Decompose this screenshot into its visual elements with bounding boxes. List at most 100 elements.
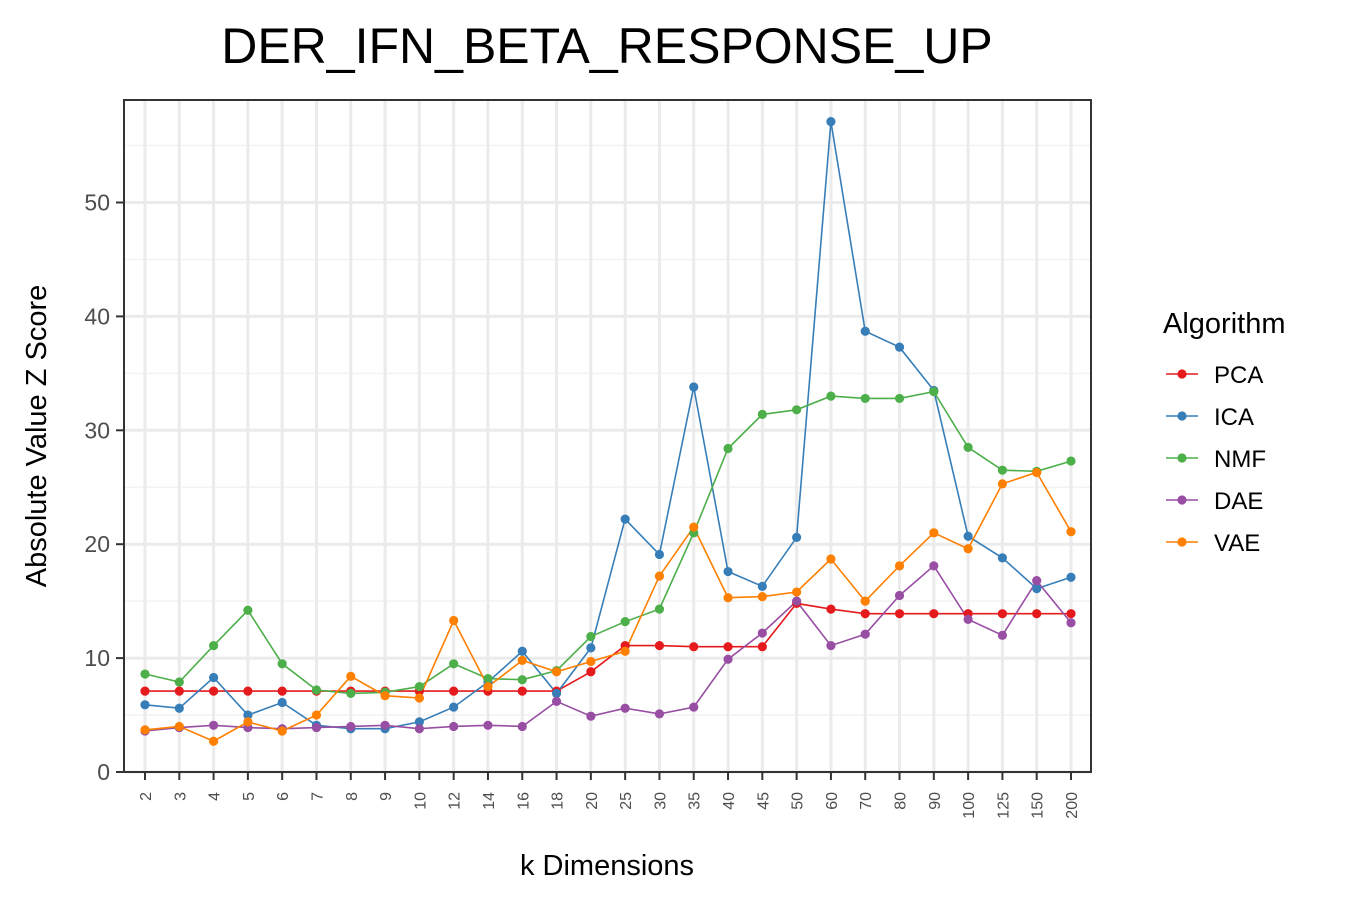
data-point-dae <box>723 654 733 664</box>
x-tick-label: 50 <box>790 792 807 810</box>
data-point-pca <box>208 686 219 696</box>
data-point-dae <box>517 721 527 732</box>
data-point-nmf <box>140 669 150 679</box>
x-tick-label: 8 <box>344 792 361 801</box>
data-point-dae <box>483 720 493 730</box>
grid <box>124 100 1091 774</box>
x-tick-label: 40 <box>721 792 738 810</box>
legend-key-point <box>1177 495 1187 505</box>
data-point-nmf <box>826 391 836 401</box>
data-point-dae <box>551 696 562 706</box>
data-point-pca <box>757 642 767 652</box>
data-point-dae <box>620 703 630 713</box>
x-tick-label: 100 <box>961 792 978 819</box>
data-point-dae <box>346 721 356 732</box>
data-point-vae <box>929 528 939 538</box>
data-point-ica <box>1066 572 1076 582</box>
data-point-nmf <box>654 604 665 614</box>
data-point-ica <box>689 382 699 392</box>
data-point-dae <box>894 590 905 601</box>
x-tick-label: 3 <box>172 792 189 801</box>
data-point-ica <box>174 703 184 713</box>
data-point-pca <box>1066 609 1076 619</box>
data-point-vae <box>792 587 802 597</box>
x-tick-label: 45 <box>755 792 772 810</box>
x-tick-label: 200 <box>1064 792 1081 819</box>
data-point-pca <box>517 686 527 696</box>
data-point-dae <box>757 628 767 638</box>
data-point-ica <box>620 514 630 524</box>
x-tick-label: 60 <box>824 792 841 810</box>
data-point-nmf <box>792 405 802 415</box>
data-point-pca <box>1032 609 1042 619</box>
data-point-vae <box>1032 467 1042 478</box>
data-point-vae <box>243 717 253 727</box>
data-point-vae <box>208 736 219 746</box>
legend-key-vae <box>1166 537 1198 547</box>
data-point-dae <box>792 596 802 606</box>
data-point-nmf <box>243 605 253 615</box>
data-point-ica <box>586 643 596 653</box>
data-point-ica <box>757 581 767 591</box>
data-point-dae <box>1066 618 1076 628</box>
data-point-dae <box>449 721 459 732</box>
data-point-vae <box>689 522 699 532</box>
x-tick-label: 7 <box>309 792 326 801</box>
x-tick-label: 10 <box>412 792 429 810</box>
series-lines <box>144 121 1072 743</box>
data-point-ica <box>1032 584 1042 594</box>
data-point-pca <box>243 686 253 696</box>
series-line-dae <box>144 564 1072 732</box>
legend-key-point <box>1177 411 1187 421</box>
data-point-vae <box>997 479 1008 489</box>
legend-label-nmf: NMF <box>1214 446 1266 473</box>
data-point-ica <box>654 549 665 560</box>
data-point-nmf <box>894 393 905 404</box>
data-point-ica <box>826 117 836 127</box>
data-point-dae <box>826 640 836 651</box>
data-point-ica <box>723 566 733 577</box>
data-point-nmf <box>174 677 184 687</box>
y-tick-label: 40 <box>84 303 110 329</box>
x-tick-label: 30 <box>652 792 669 810</box>
data-point-pca <box>174 686 184 696</box>
y-tick-label: 50 <box>84 190 110 216</box>
data-point-vae <box>140 725 150 735</box>
data-point-nmf <box>517 675 527 685</box>
data-point-ica <box>208 672 219 683</box>
data-point-pca <box>449 686 459 696</box>
data-point-vae <box>620 646 630 656</box>
x-tick-label: 90 <box>927 792 944 810</box>
legend-key-point <box>1177 453 1187 463</box>
x-tick-label: 5 <box>241 792 258 801</box>
data-point-ica <box>449 702 459 712</box>
data-point-vae <box>174 721 184 732</box>
data-point-vae <box>346 671 356 681</box>
data-point-ica <box>517 646 527 656</box>
data-point-ica <box>860 326 870 336</box>
data-point-nmf <box>586 631 596 642</box>
data-point-vae <box>517 655 527 665</box>
data-point-dae <box>654 709 665 719</box>
data-point-nmf <box>311 685 322 695</box>
x-tick-label: 14 <box>481 792 498 810</box>
data-point-pca <box>689 642 699 652</box>
x-tick-label: 6 <box>275 792 292 801</box>
data-point-nmf <box>860 393 870 404</box>
legend-key-ica <box>1166 411 1198 421</box>
data-point-ica <box>963 531 973 541</box>
data-point-ica <box>243 710 253 720</box>
data-point-pca <box>277 686 287 696</box>
y-tick-label: 30 <box>84 417 110 443</box>
x-axis-title: k Dimensions <box>520 850 694 882</box>
legend-label-pca: PCA <box>1214 362 1263 389</box>
x-axis: 2 3 4 5 6 7 8 9 10 12 14 16 18 20 25 30 35 40 45 50 60 70 80 90… <box>138 772 1081 819</box>
data-point-ica <box>997 553 1008 563</box>
data-point-vae <box>380 691 390 701</box>
data-point-nmf <box>997 465 1008 475</box>
data-point-vae <box>654 571 665 581</box>
legend-key-dae <box>1166 495 1198 505</box>
legend-key-point <box>1177 369 1187 379</box>
series-points <box>140 117 1076 746</box>
